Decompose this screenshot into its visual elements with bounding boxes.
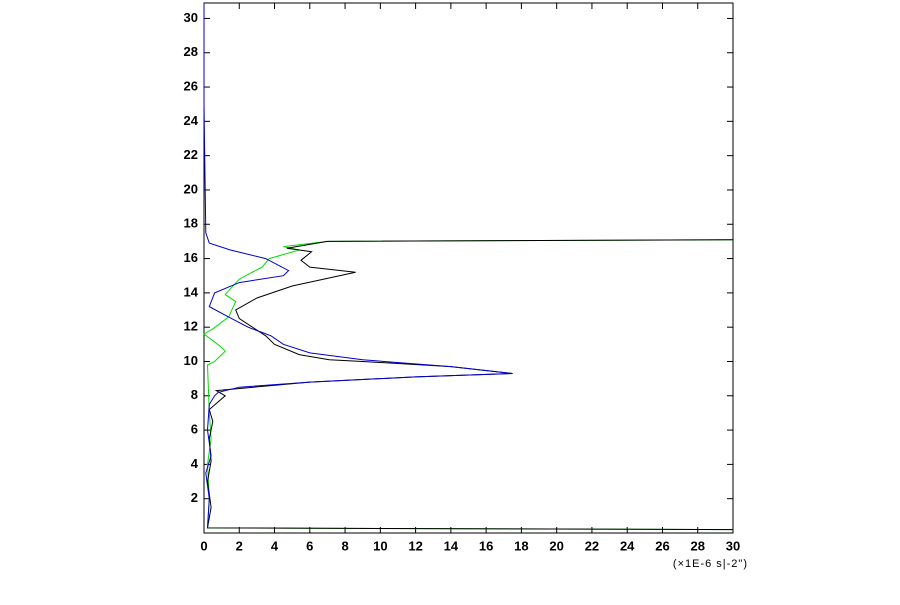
x-tick-label: 4 (271, 538, 279, 553)
y-tick-label: 26 (184, 78, 198, 93)
x-tick-label: 26 (655, 538, 669, 553)
y-tick-label: 14 (184, 284, 199, 299)
x-tick-label: 12 (408, 538, 422, 553)
x-axis-label: (×1E-6 s|-2") (673, 558, 748, 570)
x-tick-label: 16 (479, 538, 493, 553)
y-tick-label: 4 (191, 456, 199, 471)
y-tick-label: 16 (184, 250, 198, 265)
x-tick-label: 18 (514, 538, 528, 553)
y-tick-label: 28 (184, 44, 198, 59)
profile-line (203, 239, 734, 531)
x-tick-label: 20 (549, 538, 563, 553)
x-tick-label: 30 (726, 538, 740, 553)
y-tick-label: 24 (184, 113, 199, 128)
x-tick-label: 0 (200, 538, 207, 553)
x-tick-label: 28 (690, 538, 704, 553)
plot-frame (203, 2, 734, 534)
y-tick-label: 12 (184, 319, 198, 334)
y-tick-label: 30 (184, 10, 198, 25)
y-tick-label: 8 (191, 387, 198, 402)
x-tick-label: 24 (620, 538, 635, 553)
x-tick-label: 8 (341, 538, 348, 553)
y-tick-label: 2 (191, 490, 198, 505)
y-tick-label: 18 (184, 216, 198, 231)
x-tick-label: 10 (373, 538, 387, 553)
y-tick-label: 6 (191, 422, 198, 437)
profile-line (203, 3, 513, 528)
x-tick-label: 22 (585, 538, 599, 553)
y-tick-label: 22 (184, 147, 198, 162)
y-tick-label: 20 (184, 181, 198, 196)
x-tick-label: 6 (306, 538, 313, 553)
y-tick-label: 10 (184, 353, 198, 368)
x-tick-label: 2 (236, 538, 243, 553)
profile-line (206, 239, 734, 531)
x-tick-label: 14 (444, 538, 459, 553)
